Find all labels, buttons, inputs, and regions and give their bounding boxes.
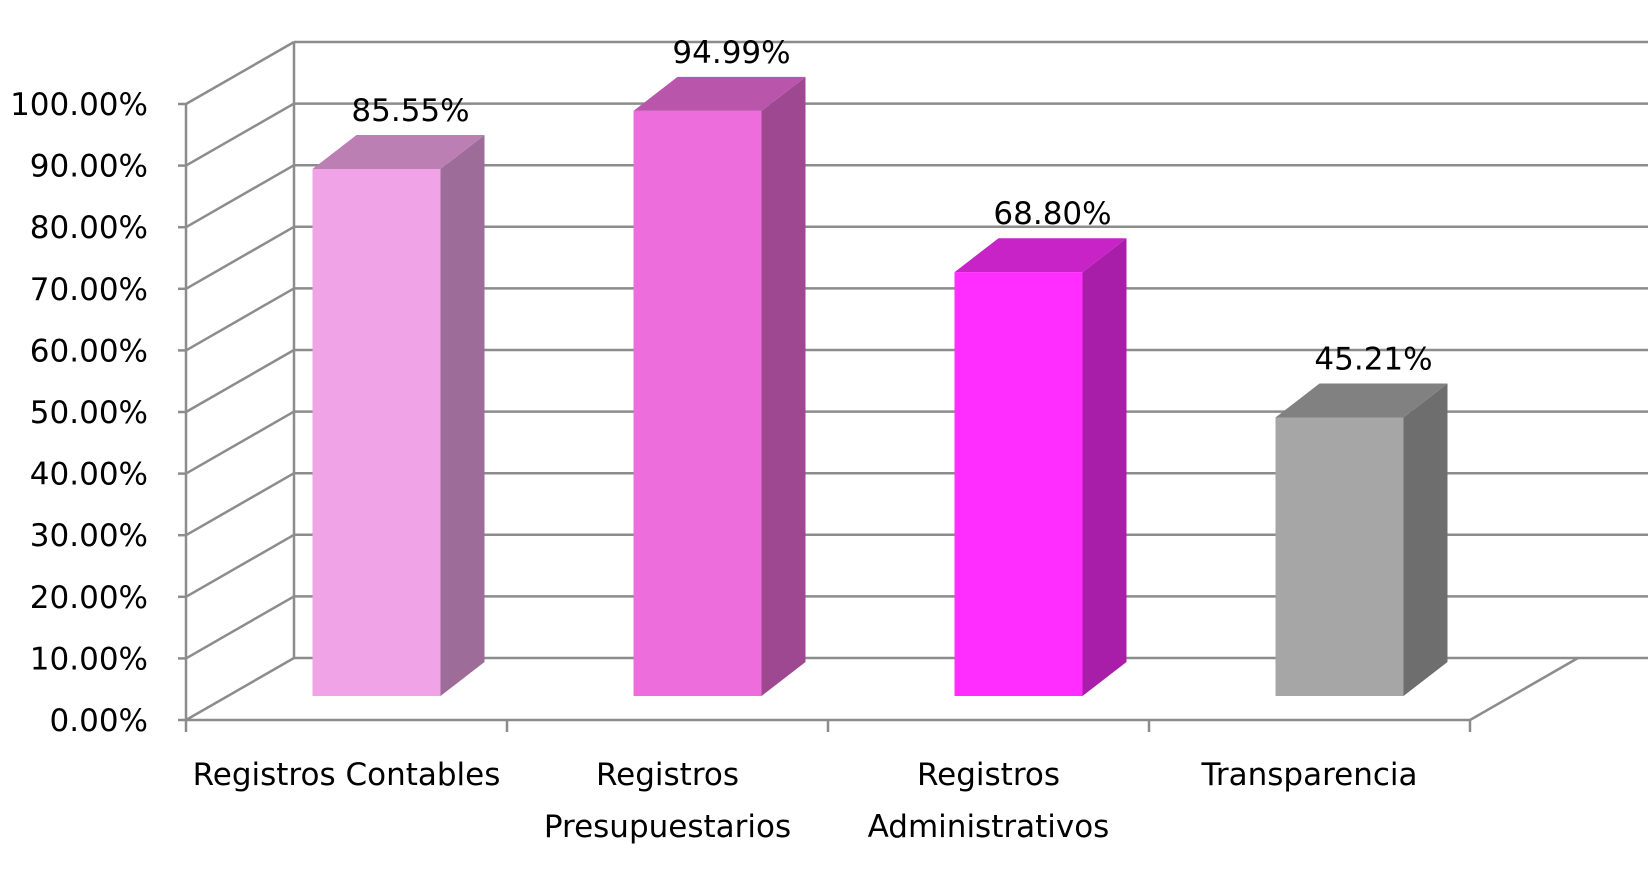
bars-layer <box>312 76 1448 697</box>
y-tick-label: 80.00% <box>30 210 148 246</box>
bar-side <box>440 135 485 697</box>
gridline-side <box>185 287 295 352</box>
gridline-side <box>185 40 295 106</box>
bar-front <box>633 110 762 697</box>
y-tick-label: 40.00% <box>30 457 148 493</box>
y-tick-label: 0.00% <box>50 703 148 739</box>
y-tick-label: 70.00% <box>30 272 148 308</box>
y-tick-label: 10.00% <box>30 641 148 677</box>
data-label: 94.99% <box>672 35 790 71</box>
x-tick-label: Registros Contables <box>193 757 501 793</box>
axis-layer: 0.00% 10.00% 20.00% 30.00% 40.00% 50.00% 60.00… <box>10 87 1579 739</box>
bar <box>312 135 485 697</box>
y-tick-label: 30.00% <box>30 518 148 554</box>
bar-front <box>1275 417 1404 696</box>
x-tick-label: Administrativos <box>868 809 1110 845</box>
gridline-side <box>185 656 295 722</box>
bar-side <box>1082 238 1127 696</box>
gridline-side <box>185 102 295 167</box>
gridline-side <box>185 410 295 475</box>
labels-layer: 85.55% Registros Contables 94.99% Registros… <box>193 35 1433 845</box>
bar <box>954 238 1127 696</box>
y-tick-label: 90.00% <box>30 149 148 185</box>
data-label: 85.55% <box>351 93 469 129</box>
bar-top <box>1275 383 1448 418</box>
bar-top <box>633 76 806 111</box>
bar-front <box>954 272 1083 696</box>
gridline-side <box>185 472 295 537</box>
x-tick-label: Registros <box>596 757 739 793</box>
gridline-side <box>185 595 295 660</box>
y-tick-label: 50.00% <box>30 395 148 431</box>
data-label: 45.21% <box>1314 342 1432 378</box>
floor-right-edge <box>1469 656 1579 722</box>
bar-side <box>1403 383 1448 696</box>
bar <box>633 76 806 697</box>
bar-top <box>312 135 485 170</box>
x-tick-label: Presupuestarios <box>544 809 791 845</box>
y-tick-label: 100.00% <box>10 87 148 123</box>
gridline-side <box>185 348 295 414</box>
x-tick-label: Transparencia <box>1200 757 1417 793</box>
bar-front <box>312 169 441 697</box>
data-label: 68.80% <box>993 196 1111 232</box>
bar <box>1275 383 1448 696</box>
gridline-side <box>185 533 295 598</box>
y-tick-label: 60.00% <box>30 333 148 369</box>
bar-top <box>954 238 1127 273</box>
x-tick-label: Registros <box>917 757 1060 793</box>
y-tick-label: 20.00% <box>30 580 148 616</box>
gridline-side <box>185 164 295 229</box>
bar-side <box>761 76 806 697</box>
gridline-side <box>185 225 295 290</box>
